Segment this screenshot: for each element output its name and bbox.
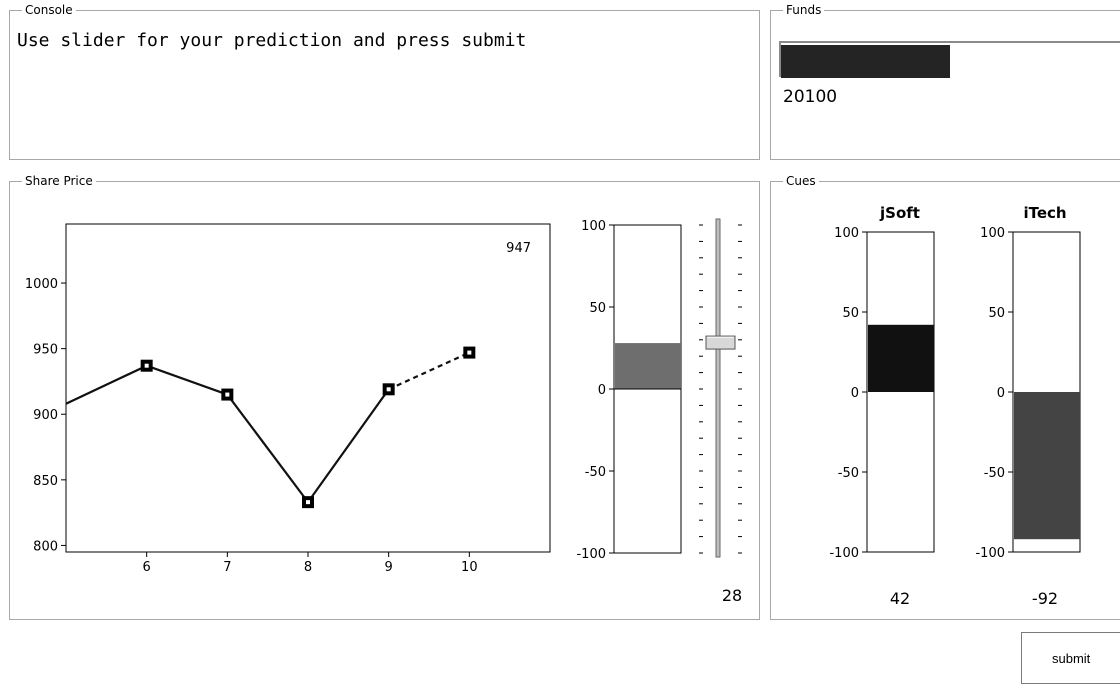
chart-segment [65,364,148,405]
cue-itech-name: iTech [1023,204,1066,222]
cues-panel: Cues jSoft 100 50 0 -50 -100 42 iTech 100 50 0… [770,174,1120,620]
chart-point-highlight [306,500,310,505]
x-tick-label: 8 [304,560,312,575]
console-message: Use slider for your prediction and press… [17,30,527,51]
chart-point-highlight [467,350,472,355]
chart-y-axis: 800 850 900 950 1000 [25,277,66,554]
submit-button[interactable]: submit [1021,632,1120,684]
funds-value: 20100 [783,87,838,107]
console-title: Console [22,3,76,17]
x-tick-label: 9 [385,560,393,575]
chart-segment [226,393,309,503]
x-tick-label: 10 [461,560,478,575]
chart-series-line [65,351,470,503]
cue-tick-label: 50 [842,306,859,321]
cue-tick-label: 0 [851,386,859,401]
y-tick-label: 850 [33,474,58,489]
prediction-tick-label: -100 [576,547,606,562]
y-tick-label: 800 [33,539,58,554]
chart-x-axis: 6 7 8 9 10 [143,552,478,575]
y-tick-label: 900 [33,408,58,423]
cue-tick-label: 100 [834,226,859,241]
share-price-chart: 800 850 900 950 1000 6 7 8 9 10 947 100 50 0 -50 -10… [25,218,742,605]
cue-jsoft-value: 42 [890,589,910,608]
chart-point-highlight [225,392,230,397]
funds-progress-fill [781,45,951,78]
prediction-tick-label: 50 [589,301,606,316]
share-price-panel: Share Price 800 850 900 950 1000 6 7 8 9 10 947 … [9,174,760,620]
cue-jsoft-fill [868,324,934,392]
slider-thumb-body [705,335,736,350]
submit-button-label[interactable]: submit [1052,650,1091,666]
cue-tick-label: -100 [975,546,1005,561]
x-tick-label: 7 [223,560,231,575]
cue-tick-label: 100 [980,226,1005,241]
chart-point-highlight [386,387,391,392]
prediction-axis: 100 50 0 -50 -100 [576,219,614,562]
funds-title: Funds [783,3,825,17]
chart-segment-dashed [388,351,470,391]
prediction-slider-track[interactable] [715,218,721,558]
console-panel: Console Use slider for your prediction a… [9,3,760,160]
prediction-slider-thumb[interactable] [705,335,736,350]
share-price-title: Share Price [22,174,96,188]
cue-jsoft: jSoft 100 50 0 -50 -100 42 [829,204,935,608]
funds-progress-bar [779,41,1120,78]
cue-tick-label: -50 [838,466,859,481]
cue-itech-value: -92 [1032,589,1058,608]
chart-segment [307,388,390,503]
cue-tick-label: -100 [829,546,859,561]
prediction-slider-ticks [699,224,742,554]
y-tick-label: 1000 [25,277,58,292]
prediction-tick-label: -50 [585,465,606,480]
funds-panel: Funds 20100 [770,3,1120,160]
y-tick-label: 950 [33,343,58,358]
cue-jsoft-axis: 100 50 0 -50 -100 [829,226,867,561]
cue-itech-fill [1014,392,1080,540]
prediction-value-label: 28 [722,586,742,605]
cue-itech-axis: 100 50 0 -50 -100 [975,226,1013,561]
prediction-tick-label: 0 [598,383,606,398]
cues-title: Cues [783,174,819,188]
cue-itech: iTech 100 50 0 -50 -100 -92 [975,204,1081,608]
chart-current-price-annotation: 947 [506,241,531,256]
cue-tick-label: -50 [984,466,1005,481]
chart-series-markers [140,346,476,509]
chart-point-highlight [144,363,149,368]
prediction-tick-label: 100 [581,219,606,234]
chart-segment [146,364,228,396]
cue-jsoft-name: jSoft [879,204,920,222]
prediction-bar-fill [615,343,681,389]
cue-tick-label: 0 [997,386,1005,401]
x-tick-label: 6 [143,560,151,575]
cues-bars: jSoft 100 50 0 -50 -100 42 iTech 100 50 0 -50 -1… [829,204,1081,608]
cue-tick-label: 50 [988,306,1005,321]
